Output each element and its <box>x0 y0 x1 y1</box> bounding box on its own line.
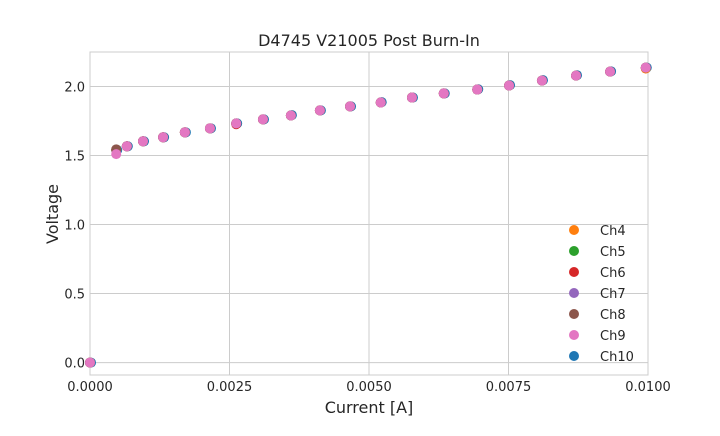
data-point <box>375 97 386 108</box>
data-point <box>536 75 547 86</box>
x-tick-label: 0.0100 <box>625 380 671 395</box>
data-point <box>231 118 242 129</box>
legend-label: Ch9 <box>600 329 626 344</box>
data-point <box>438 88 449 99</box>
legend-item: Ch5 <box>569 245 626 260</box>
data-point <box>504 80 515 91</box>
legend-label: Ch5 <box>600 245 626 260</box>
legend-marker <box>569 330 579 340</box>
legend-label: Ch7 <box>600 287 626 302</box>
legend-item: Ch10 <box>569 350 634 365</box>
y-tick-labels: 0.0 0.5 1.0 1.5 2.0 <box>64 81 85 372</box>
data-point <box>605 66 616 77</box>
legend-item: Ch7 <box>569 287 626 302</box>
x-tick-label: 0.0075 <box>486 380 532 395</box>
legend-label: Ch10 <box>600 350 634 365</box>
legend-marker <box>569 309 579 319</box>
data-point <box>111 149 122 160</box>
x-tick-label: 0.0050 <box>346 380 392 395</box>
y-tick-label: 1.5 <box>64 150 85 165</box>
data-point <box>85 357 95 368</box>
series-ch9 <box>85 62 651 368</box>
data-point <box>285 110 296 121</box>
data-point <box>571 70 582 81</box>
x-tick-labels: 0.0000 0.0025 0.0050 0.0075 0.0100 <box>67 380 671 395</box>
legend-item: Ch9 <box>569 329 626 344</box>
plot-frame <box>89 51 649 376</box>
x-tick-label: 0.0000 <box>67 380 113 395</box>
data-point <box>138 136 149 147</box>
y-axis-label: Voltage <box>43 184 62 244</box>
legend-item: Ch8 <box>569 308 626 323</box>
legend-label: Ch4 <box>600 224 626 239</box>
data-point <box>257 114 268 125</box>
legend-marker <box>569 225 579 235</box>
legend-marker <box>569 267 579 277</box>
x-tick-label: 0.0025 <box>207 380 253 395</box>
data-point <box>472 84 483 95</box>
legend-marker <box>569 351 579 361</box>
legend-label: Ch8 <box>600 308 626 323</box>
legend-item: Ch6 <box>569 266 626 281</box>
chart-title: D4745 V21005 Post Burn-In <box>258 31 480 50</box>
data-point <box>121 141 132 152</box>
data-points <box>85 62 652 368</box>
legend-label: Ch6 <box>600 266 626 281</box>
y-tick-label: 0.0 <box>64 357 85 372</box>
data-point <box>179 127 190 138</box>
y-tick-label: 0.5 <box>64 288 85 303</box>
data-point <box>204 123 215 134</box>
legend-marker <box>569 246 579 256</box>
data-point <box>406 92 417 103</box>
grid <box>89 51 649 376</box>
data-point <box>158 132 169 143</box>
legend-marker <box>569 288 579 298</box>
y-tick-label: 1.0 <box>64 219 85 234</box>
data-point <box>314 105 325 116</box>
y-tick-label: 2.0 <box>64 81 85 96</box>
legend-item: Ch4 <box>569 224 626 239</box>
legend: Ch4 Ch5 Ch6 Ch7 Ch8 Ch9 Ch10 <box>569 224 634 365</box>
data-point <box>640 62 651 73</box>
data-point <box>345 101 356 112</box>
x-axis-label: Current [A] <box>325 398 414 417</box>
